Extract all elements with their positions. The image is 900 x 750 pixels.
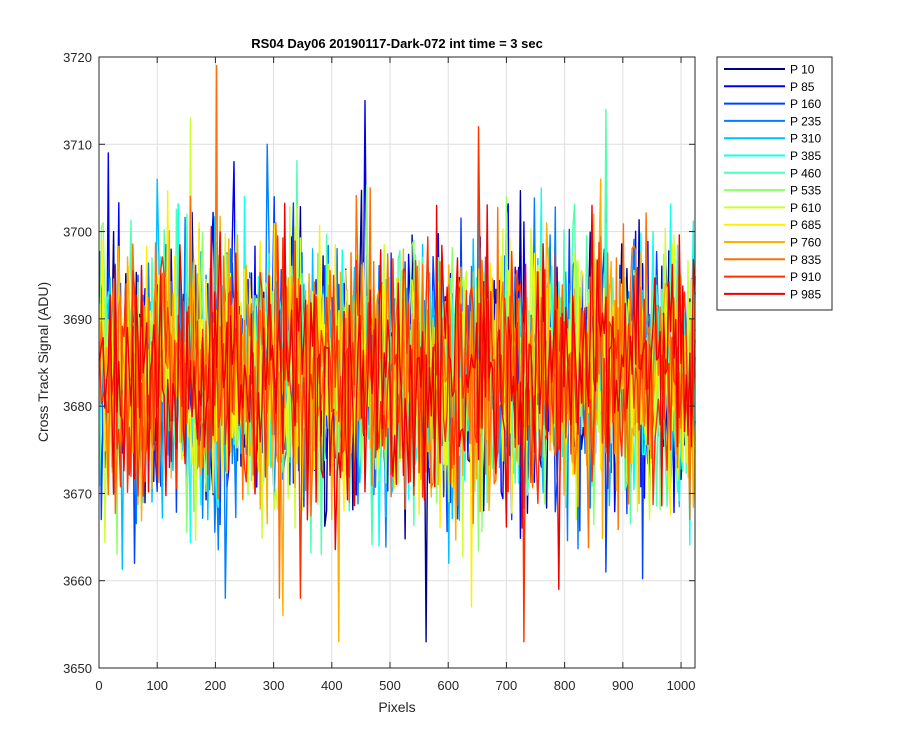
x-tick-label: 0 <box>95 678 102 693</box>
x-tick-label: 400 <box>321 678 343 693</box>
x-tick-label: 700 <box>496 678 518 693</box>
x-tick-label: 300 <box>263 678 285 693</box>
series-layer <box>98 65 696 643</box>
x-tick-label: 200 <box>205 678 227 693</box>
legend-label: P 535 <box>790 184 821 198</box>
legend-label: P 85 <box>790 80 815 94</box>
y-axis-label: Cross Track Signal (ADU) <box>35 282 51 442</box>
legend-label: P 385 <box>790 149 821 163</box>
x-axis-label: Pixels <box>378 699 415 715</box>
x-axis: 0 100 200 300 400 500 600 700 800 900 1000 <box>95 57 695 693</box>
legend-label: P 685 <box>790 218 821 232</box>
x-tick-label: 500 <box>379 678 401 693</box>
series-line <box>98 202 696 591</box>
legend-label: P 610 <box>790 201 821 215</box>
legend-box <box>716 56 833 311</box>
x-tick-label: 1000 <box>667 678 696 693</box>
y-tick-label: 3690 <box>63 312 92 327</box>
y-tick-label: 3680 <box>63 399 92 414</box>
legend-label: P 10 <box>790 63 815 77</box>
x-tick-label: 900 <box>612 678 634 693</box>
legend-label: P 835 <box>790 253 821 267</box>
legend-label: P 985 <box>790 287 821 301</box>
y-tick-label: 3710 <box>63 137 92 152</box>
y-tick-label: 3650 <box>63 661 92 676</box>
chart-title: RS04 Day06 20190117-Dark-072 int time = … <box>251 36 543 51</box>
legend-label: P 235 <box>790 114 821 128</box>
y-tick-label: 3660 <box>63 574 92 589</box>
y-tick-label: 3720 <box>63 50 92 65</box>
x-tick-label: 100 <box>146 678 168 693</box>
x-tick-label: 800 <box>554 678 576 693</box>
x-tick-label: 600 <box>437 678 459 693</box>
legend-label: P 910 <box>790 270 821 284</box>
legend-label: P 460 <box>790 166 821 180</box>
legend: P 10 P 85 P 160 P 235 P 310 P 385 P 460 P 535 P … <box>716 56 833 311</box>
y-tick-label: 3700 <box>63 225 92 240</box>
plot-frame <box>98 56 696 669</box>
legend-label: P 760 <box>790 236 821 250</box>
y-axis: 3650 3660 3670 3680 3690 3700 3710 3720 <box>63 50 695 676</box>
y-tick-label: 3670 <box>63 486 92 501</box>
legend-label: P 160 <box>790 97 821 111</box>
legend-label: P 310 <box>790 132 821 146</box>
